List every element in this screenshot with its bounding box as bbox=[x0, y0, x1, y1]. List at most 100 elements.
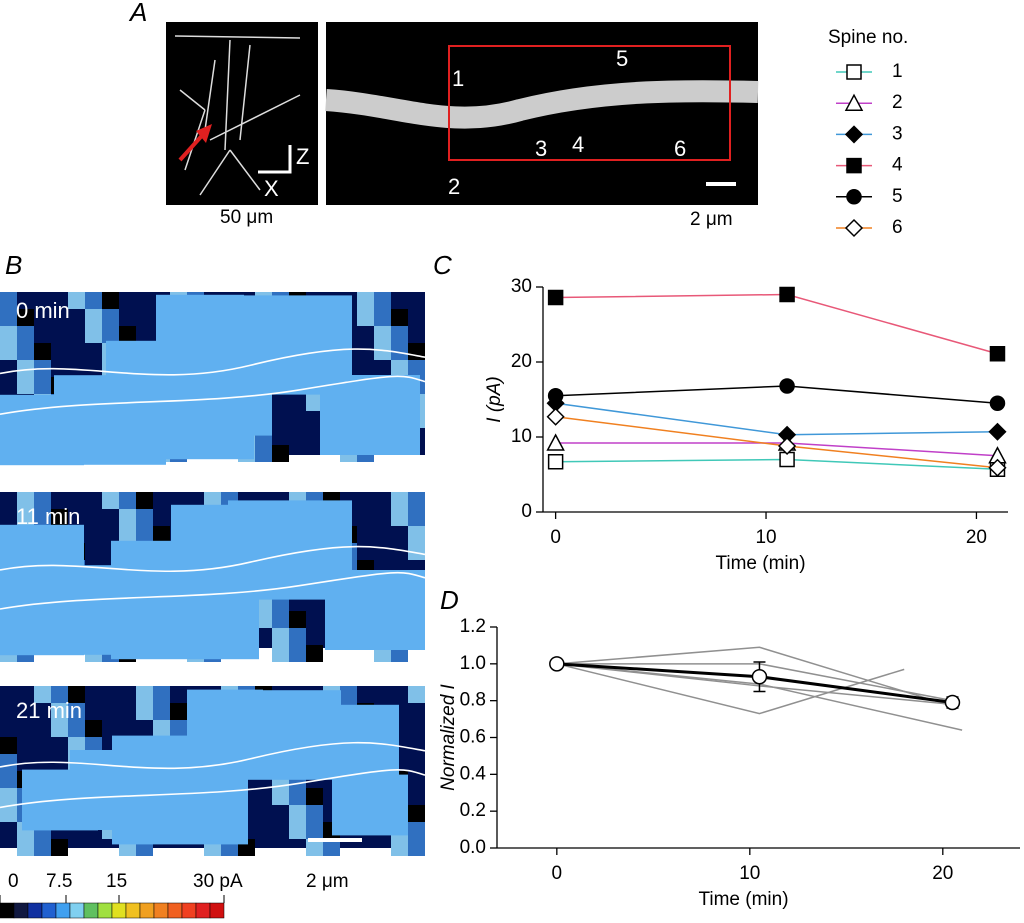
time-label: 21 min bbox=[16, 698, 82, 723]
heat-cell bbox=[408, 822, 425, 839]
panel-label: D bbox=[440, 585, 459, 615]
heat-cell bbox=[408, 543, 425, 560]
heat-cell bbox=[34, 686, 51, 703]
heat-cell bbox=[0, 343, 17, 360]
heat-cell bbox=[408, 839, 425, 856]
marker bbox=[988, 458, 1007, 477]
y-tick-label: 30 bbox=[511, 276, 532, 297]
heat-cell bbox=[374, 292, 391, 309]
heat-cell bbox=[85, 737, 102, 754]
heat-cell bbox=[17, 309, 34, 326]
heat-cell bbox=[136, 509, 153, 526]
heat-cell bbox=[391, 309, 408, 326]
heat-cell bbox=[34, 509, 51, 526]
heat-cell bbox=[153, 526, 170, 543]
colorbar-cell bbox=[27, 902, 43, 919]
heat-cell bbox=[391, 343, 408, 360]
y-tick-label: 1.2 bbox=[460, 616, 486, 637]
heat-cell bbox=[408, 686, 425, 703]
heat-cell bbox=[153, 720, 170, 737]
heat-cell bbox=[255, 445, 272, 462]
y-tick-label: 10 bbox=[511, 426, 532, 447]
heat-blob bbox=[208, 384, 272, 436]
heat-cell bbox=[323, 839, 340, 856]
heat-cell bbox=[374, 343, 391, 360]
heat-blob bbox=[332, 774, 408, 836]
heat-cell bbox=[85, 326, 102, 343]
heat-cell bbox=[170, 703, 187, 720]
colorbar-cell bbox=[181, 902, 197, 919]
dendrite bbox=[325, 80, 759, 129]
colorbar-cell bbox=[167, 902, 183, 919]
colorbar-cell bbox=[0, 902, 15, 919]
heat-cell bbox=[289, 628, 306, 645]
heat-cell bbox=[408, 509, 425, 526]
roi-box bbox=[448, 45, 731, 161]
x-tick-label: 0 bbox=[552, 863, 563, 884]
heat-cell bbox=[17, 343, 34, 360]
colorbar-label: 7.5 bbox=[46, 871, 72, 892]
spine-label: 1 bbox=[452, 66, 464, 91]
heat-cell bbox=[0, 292, 17, 309]
heat-cell bbox=[0, 326, 17, 343]
spine-label: 3 bbox=[535, 136, 547, 161]
axis-label: Z bbox=[296, 144, 309, 169]
legend-marker bbox=[844, 93, 864, 111]
heat-cell bbox=[34, 839, 51, 856]
legend-marker bbox=[846, 189, 862, 205]
marker bbox=[547, 388, 564, 404]
y-tick-label: 1.0 bbox=[460, 653, 486, 674]
colorbar-cell bbox=[195, 902, 211, 919]
heat-cell bbox=[34, 343, 51, 360]
series-line bbox=[556, 646, 953, 707]
colorbar-cell bbox=[209, 902, 225, 919]
heat-cell bbox=[136, 492, 153, 509]
heat-cell bbox=[68, 720, 85, 737]
y-tick-label: 20 bbox=[511, 351, 532, 372]
heat-cell bbox=[68, 292, 85, 309]
marker bbox=[546, 407, 565, 426]
colorbar-label: 15 bbox=[106, 871, 127, 892]
heat-cell bbox=[306, 822, 323, 839]
heat-cell bbox=[374, 326, 391, 343]
y-tick-label: 0.0 bbox=[460, 837, 486, 858]
heat-cell bbox=[391, 839, 408, 856]
x-tick-label: 10 bbox=[739, 863, 760, 884]
heat-cell bbox=[34, 377, 51, 394]
heat-cell bbox=[102, 492, 119, 509]
colorbar-cell bbox=[125, 902, 141, 919]
heat-cell bbox=[357, 309, 374, 326]
heat-cell bbox=[289, 822, 306, 839]
legend-label: 5 bbox=[892, 186, 903, 207]
scale-bar bbox=[706, 182, 736, 186]
spine-label: 6 bbox=[674, 136, 686, 161]
colorbar-cell bbox=[153, 902, 169, 919]
heat-cell bbox=[68, 703, 85, 720]
colorbar-cell bbox=[41, 902, 57, 919]
heatmaps bbox=[0, 292, 426, 856]
heat-cell bbox=[0, 771, 17, 788]
colorbar-label: 30 pA bbox=[193, 871, 243, 892]
heat-cell bbox=[204, 492, 221, 509]
heat-cell bbox=[51, 686, 68, 703]
marker bbox=[989, 346, 1006, 362]
legend-label: 1 bbox=[892, 61, 903, 82]
heat-cell bbox=[34, 492, 51, 509]
heat-cell bbox=[0, 309, 17, 326]
heat-cell bbox=[51, 839, 68, 856]
heat-cell bbox=[391, 326, 408, 343]
spine-label: 5 bbox=[616, 46, 628, 71]
series-line bbox=[556, 663, 905, 715]
heat-cell bbox=[272, 645, 289, 662]
outline bbox=[0, 545, 426, 610]
series-line bbox=[555, 293, 998, 355]
scale-bar bbox=[308, 838, 362, 842]
y-tick-label: 0 bbox=[521, 501, 532, 522]
colorbar bbox=[0, 895, 225, 919]
heat-cell bbox=[51, 720, 68, 737]
x-axis-label: Time (min) bbox=[715, 553, 805, 574]
heat-cell bbox=[0, 737, 17, 754]
heat-cell bbox=[340, 686, 357, 703]
heat-cell bbox=[119, 326, 136, 343]
heat-cell bbox=[408, 360, 425, 377]
